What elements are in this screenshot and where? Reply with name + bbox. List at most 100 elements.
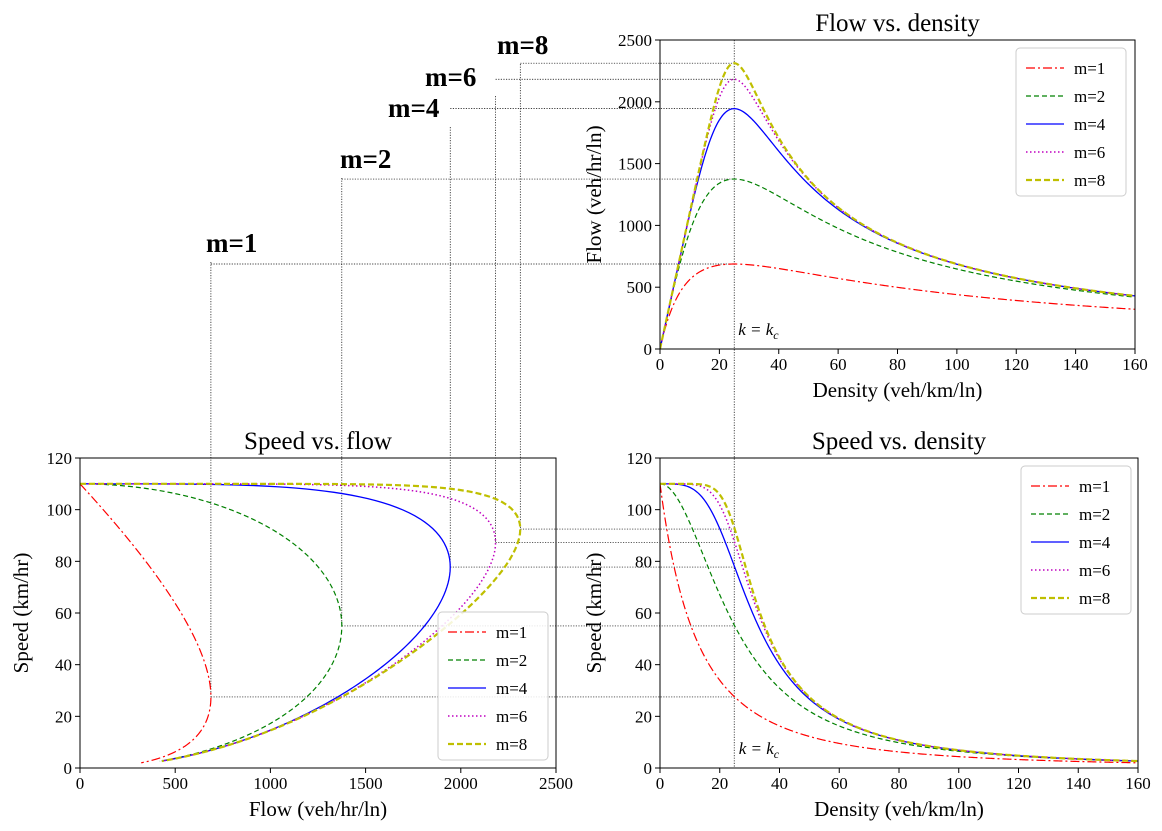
capacity-label: m=8 <box>497 30 548 60</box>
series-line-m6 <box>660 483 1138 762</box>
legend-label: m=4 <box>1079 533 1111 552</box>
x-tick-label: 40 <box>770 355 787 374</box>
y-tick-label: 1500 <box>618 155 652 174</box>
series-line-m2 <box>660 178 1135 349</box>
x-axis-label: Density (veh/km/ln) <box>814 797 984 821</box>
guides <box>210 40 735 768</box>
x-tick-label: 0 <box>656 355 665 374</box>
panel-flow-density: 0 20 40 60 80 100 120 140 160 0 500 1000 1500 2000 250… <box>582 10 1148 402</box>
legend-label: m=2 <box>496 651 527 670</box>
series-line-m8 <box>80 482 522 763</box>
series-group <box>660 62 1135 349</box>
series-line-m1 <box>80 483 212 764</box>
x-tick-label: 100 <box>946 774 972 793</box>
y-tick-label: 120 <box>47 449 73 468</box>
y-axis-label: Speed (km/hr) <box>582 553 606 674</box>
chart-panels: 0 20 40 60 80 100 120 140 1600500100015002000250… <box>9 10 1151 821</box>
x-tick-label: 2000 <box>444 774 478 793</box>
y-tick-label: 2500 <box>618 31 652 50</box>
legend-box <box>1015 47 1127 197</box>
legend-label: m=4 <box>496 679 528 698</box>
legend: m=1 m=2 m=4 m=6 m=8 <box>1020 465 1132 615</box>
x-tick-label: 0 <box>656 774 665 793</box>
y-tick-label: 100 <box>627 501 653 520</box>
y-tick-label: 1000 <box>618 216 652 235</box>
y-tick-label: 20 <box>635 707 652 726</box>
y-tick-label: 0 <box>644 340 653 359</box>
legend-label: m=8 <box>1074 171 1105 190</box>
x-tick-label: 120 <box>1006 774 1032 793</box>
x-tick-label: 2500 <box>539 774 573 793</box>
x-tick-label: 1000 <box>253 774 287 793</box>
x-tick-label: 160 <box>1122 355 1148 374</box>
x-axis-label: Flow (veh/hr/ln) <box>249 797 387 821</box>
x-tick-label: 20 <box>711 355 728 374</box>
legend: m=1 m=2 m=4 m=6 m=8 <box>437 611 549 761</box>
legend-label: m=8 <box>496 735 527 754</box>
legend-label: m=1 <box>496 623 527 642</box>
panel-speed-density: 0 20 40 60 80 100 120 140 160 0 20 40 60 80 100 120 Spee… <box>582 428 1151 821</box>
x-tick-label: 140 <box>1066 774 1092 793</box>
x-tick-label: 120 <box>1004 355 1030 374</box>
capacity-label: m=4 <box>388 93 439 123</box>
legend-label: m=4 <box>1074 115 1106 134</box>
y-tick-label: 60 <box>55 604 72 623</box>
legend-label: m=6 <box>1074 143 1105 162</box>
x-tick-label: 80 <box>891 774 908 793</box>
y-tick-label: 40 <box>635 656 652 675</box>
x-tick-label: 100 <box>944 355 970 374</box>
legend-label: m=2 <box>1079 505 1110 524</box>
x-tick-label: 0 <box>76 774 85 793</box>
chart-title: Speed vs. flow <box>244 428 392 455</box>
legend: m=1 m=2 m=4 m=6 m=8 <box>1015 47 1127 197</box>
legend-label: m=6 <box>1079 561 1110 580</box>
chart-title: Speed vs. density <box>812 428 987 455</box>
series-line-m8 <box>660 62 1135 349</box>
legend-label: m=1 <box>1079 477 1110 496</box>
x-tick-label: 20 <box>711 774 728 793</box>
legend-label: m=2 <box>1074 87 1105 106</box>
y-tick-label: 80 <box>635 552 652 571</box>
y-tick-label: 0 <box>644 759 653 778</box>
series-line-m6 <box>80 483 497 762</box>
capacity-labels: m=1 m=2 m=4m=6 m=8 <box>206 30 548 258</box>
y-axis-label: Speed (km/hr) <box>9 553 33 674</box>
legend-box <box>1020 465 1132 615</box>
series-line-m1 <box>660 263 1135 349</box>
chart-title: Flow vs. density <box>815 10 980 37</box>
x-tick-label: 60 <box>830 355 847 374</box>
y-tick-label: 2000 <box>618 93 652 112</box>
capacity-guide-lines <box>210 40 735 768</box>
y-tick-label: 500 <box>627 278 653 297</box>
x-tick-label: 500 <box>162 774 188 793</box>
series-line-m4 <box>80 483 451 762</box>
series-group <box>660 482 1138 764</box>
x-tick-label: 60 <box>831 774 848 793</box>
x-tick-label: 140 <box>1063 355 1089 374</box>
y-tick-label: 0 <box>64 759 73 778</box>
capacity-label: m=2 <box>340 144 391 174</box>
critical-density-annotation: k = kc <box>739 739 780 761</box>
x-axis-label: Density (veh/km/ln) <box>813 378 983 402</box>
series-line-m1 <box>660 483 1138 764</box>
y-tick-label: 60 <box>635 604 652 623</box>
x-tick-label: 40 <box>771 774 788 793</box>
y-tick-label: 20 <box>55 707 72 726</box>
y-tick-label: 100 <box>47 501 73 520</box>
legend-box <box>437 611 549 761</box>
critical-density-annotation: k = kc <box>738 320 779 342</box>
legend-label: m=8 <box>1079 589 1110 608</box>
legend-label: m=6 <box>496 707 527 726</box>
series-line-m8 <box>660 482 1138 763</box>
series-group <box>80 482 522 764</box>
panel-speed-flow: 0 500 1000 1500 2000 2500 0 20 40 60 80 100 120 Speed… <box>9 428 573 821</box>
legend-label: m=1 <box>1074 59 1105 78</box>
x-tick-label: 1500 <box>349 774 383 793</box>
capacity-label: m=6 <box>425 62 476 92</box>
y-tick-label: 80 <box>55 552 72 571</box>
x-tick-label: 160 <box>1125 774 1151 793</box>
y-tick-label: 40 <box>55 656 72 675</box>
y-tick-label: 120 <box>627 449 653 468</box>
x-tick-label: 80 <box>889 355 906 374</box>
